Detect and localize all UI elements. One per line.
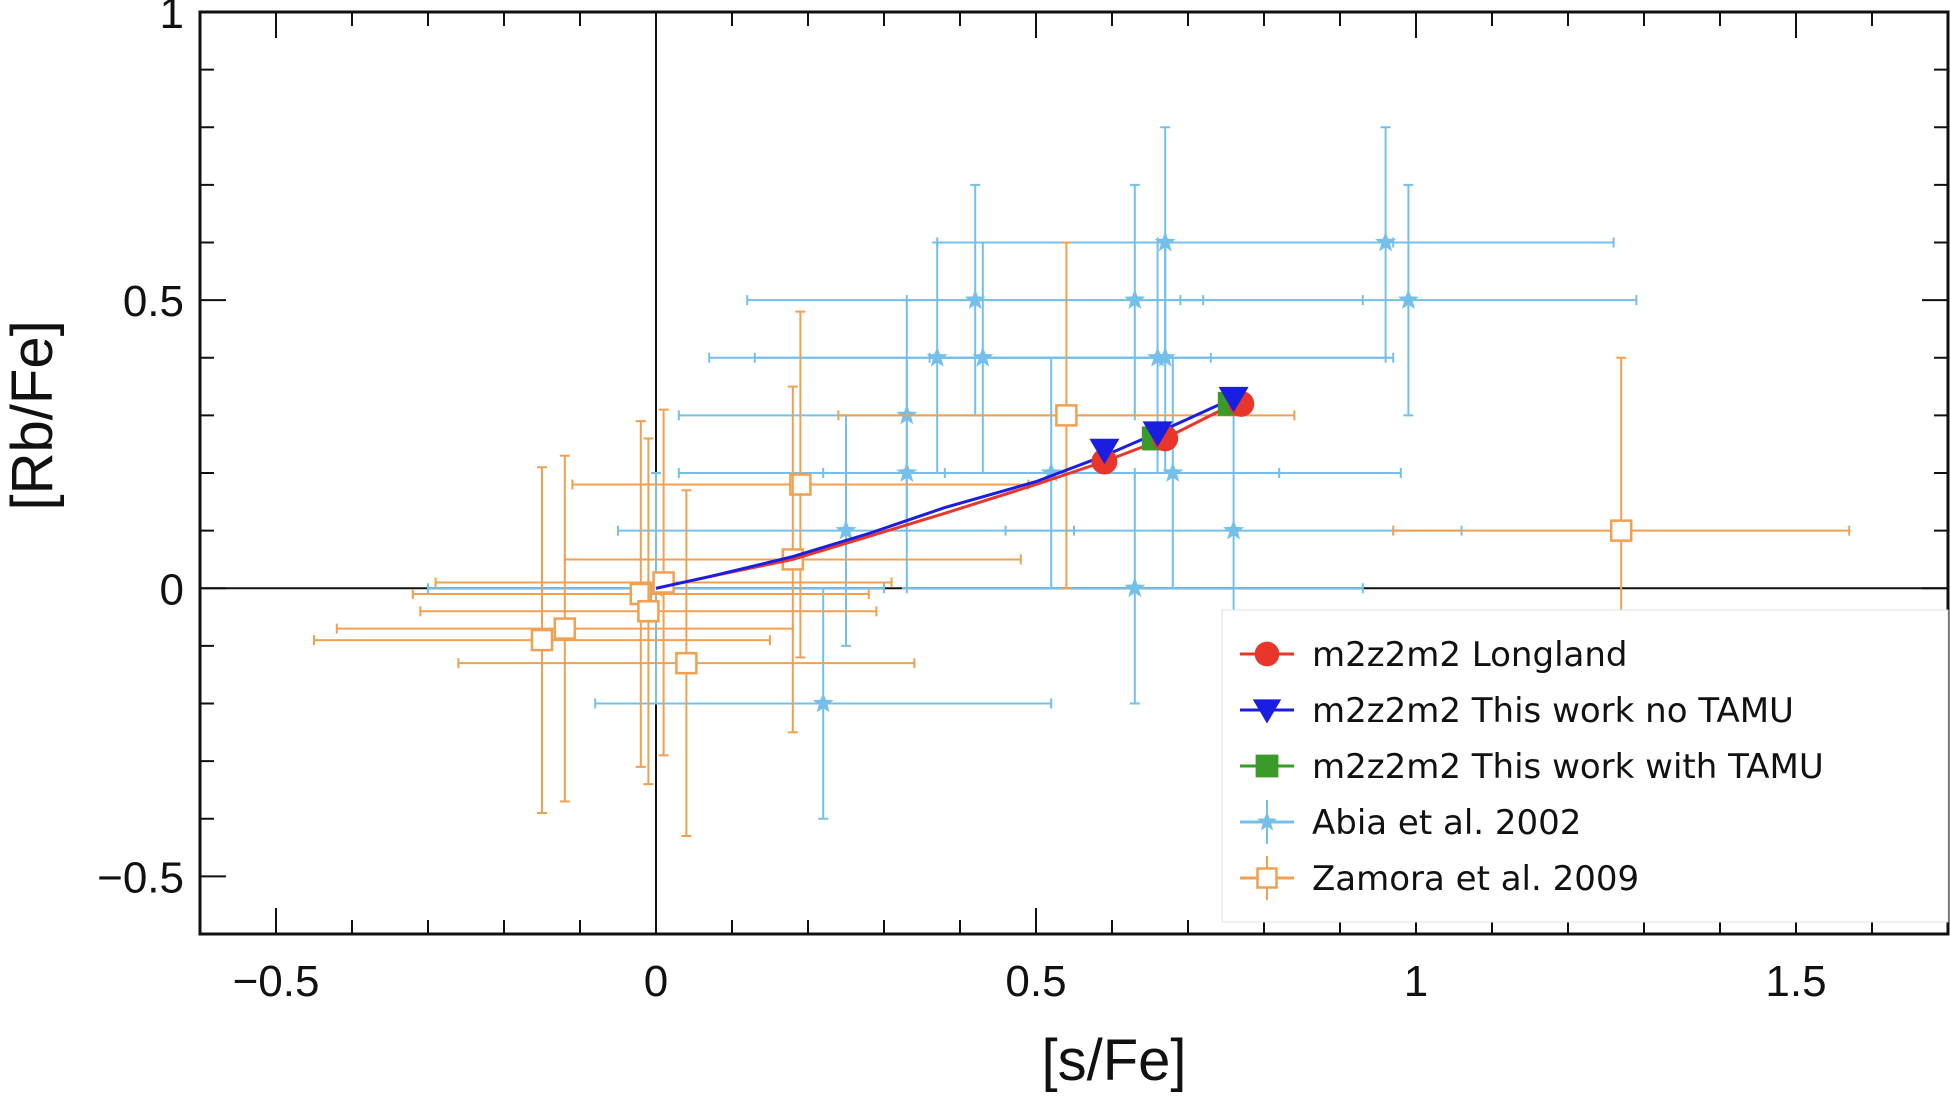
data-point [1124,289,1146,309]
data-point [1375,231,1397,252]
data-point [789,473,812,496]
y-axis-title: [Rb/Fe] [0,320,65,510]
y-tick-label: 0 [160,565,184,614]
plot-frame [198,10,1950,936]
legend-label: Abia et al. 2002 [1312,803,1581,843]
x-axis-title: [s/Fe] [1041,1028,1186,1093]
x-tick-label: 1 [1404,957,1428,1006]
data-point [1609,519,1633,542]
data-point [1055,404,1078,427]
data-point [1223,519,1245,540]
data-point [553,617,577,640]
data-point [637,600,660,623]
legend-marker [1252,699,1282,724]
data-point [675,651,698,675]
model-tracks [655,386,1255,590]
legend-marker [1254,641,1280,667]
legend-item: m2z2m2 Longland [1240,635,1627,675]
x-tick-label: 0.5 [1005,957,1066,1006]
data-point [972,346,994,367]
data-point [1218,386,1249,413]
data-point [896,462,918,482]
legend-label: m2z2m2 This work with TAMU [1312,747,1824,787]
data-point [1040,462,1062,482]
data-point [1142,421,1173,447]
data-point [1397,289,1419,309]
legend-marker [1256,867,1278,889]
legend-item: m2z2m2 This work no TAMU [1240,691,1794,731]
legend-label: Zamora et al. 2009 [1312,859,1639,899]
data-point [1147,346,1169,367]
data-point [812,692,834,713]
x-tick-label: 0 [644,957,668,1006]
x-tick-label: −0.5 [233,957,320,1006]
data-point [964,289,986,309]
y-tick-label: −0.5 [97,853,184,902]
legend-label: m2z2m2 This work no TAMU [1312,691,1794,731]
legend-marker [1255,754,1279,778]
model-markers [1089,386,1249,465]
data-point [1154,346,1176,367]
legend: m2z2m2 Longland m2z2m2 This work no TAMU m… [1221,609,1949,923]
series-line [655,396,1235,590]
legend-marker [1257,811,1277,831]
data-point [1089,438,1120,465]
data-point [1162,462,1184,482]
model-series [655,396,1235,590]
legend-item: m2z2m2 This work with TAMU [1240,747,1824,787]
x-tick-label: 1.5 [1765,957,1826,1006]
data-point [1124,577,1146,598]
data-point [530,628,554,652]
tick-labels: −0.5 0 0.5 1 1.5 −0.5 0 0.5 1 [97,0,1826,1006]
legend-box [1221,609,1949,923]
legend-item: Abia et al. 2002 [1240,800,1581,844]
data-point [835,519,857,540]
legend-item: Zamora et al. 2009 [1240,856,1639,900]
legend-label: m2z2m2 Longland [1312,635,1627,675]
y-tick-label: 1 [160,0,184,38]
y-tick-label: 0.5 [123,277,184,326]
data-point [1154,231,1176,252]
